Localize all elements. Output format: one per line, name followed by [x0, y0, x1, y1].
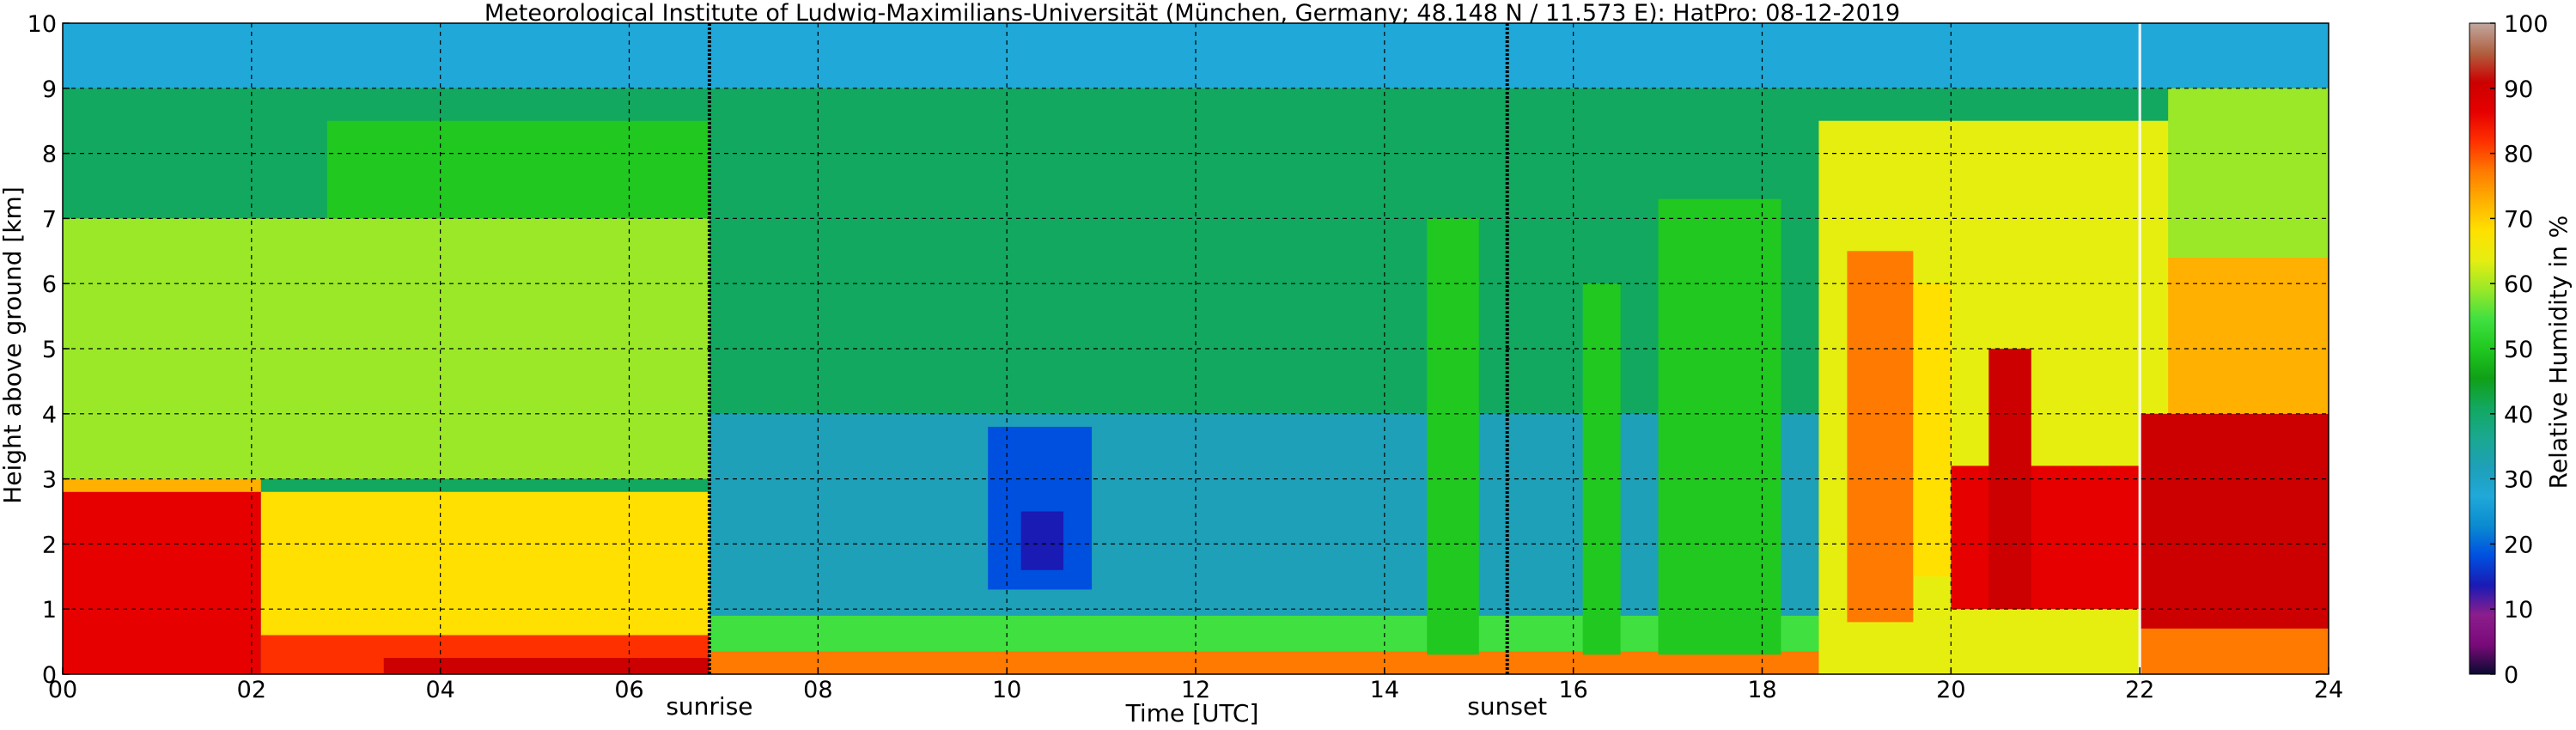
- y-tick-label-2: 2: [42, 532, 57, 558]
- colorbar-tick-label-0: 0: [2504, 662, 2518, 689]
- x-tick-label-3: 06: [614, 677, 643, 703]
- annotation-label-1: sunset: [1467, 692, 1547, 721]
- x-tick-label-2: 04: [425, 677, 454, 703]
- heat-cell-2: [63, 218, 709, 479]
- y-tick-label-5: 5: [42, 337, 57, 363]
- x-axis-label: Time [UTC]: [1125, 699, 1259, 727]
- heat-cell-0: [63, 491, 261, 674]
- heat-cell-5: [326, 120, 709, 219]
- x-tick-label-6: 12: [1181, 677, 1210, 703]
- heat-cell-4: [260, 491, 709, 636]
- colorbar-tick-label-5: 50: [2504, 337, 2533, 363]
- heat-cell-14: [1658, 198, 1781, 655]
- x-tick-label-9: 18: [1747, 677, 1776, 703]
- colorbar-tick-label-3: 30: [2504, 467, 2533, 494]
- x-tick-label-11: 22: [2125, 677, 2154, 703]
- colorbar-tick-label-7: 70: [2504, 206, 2533, 233]
- y-tick-label-8: 8: [42, 142, 57, 168]
- colorbar-tick-label-10: 100: [2504, 11, 2549, 38]
- y-tick-label-6: 6: [42, 271, 57, 298]
- x-tick-label-0: 00: [48, 677, 77, 703]
- heat-cell-21: [2168, 257, 2329, 414]
- annotation-label-0: sunrise: [666, 692, 752, 721]
- heat-cell-9: [709, 413, 1819, 616]
- y-tick-label-4: 4: [42, 402, 57, 429]
- chart-title: Meteorological Institute of Ludwig-Maxim…: [484, 0, 1900, 27]
- heat-cell-12: [1427, 218, 1479, 655]
- y-axis-ticks: 0 1 2 3 4 5 6 7 8 9 10: [27, 11, 70, 689]
- colorbar-tick-label-8: 80: [2504, 142, 2533, 168]
- y-tick-label-9: 9: [42, 76, 57, 103]
- colorbar-tick-label-9: 90: [2504, 76, 2533, 103]
- y-tick-label-3: 3: [42, 467, 57, 494]
- y-tick-label-10: 10: [27, 11, 57, 38]
- x-tick-label-8: 16: [1558, 677, 1587, 703]
- heat-cell-11: [1020, 511, 1064, 570]
- heat-cell-13: [1582, 283, 1621, 655]
- x-tick-label-4: 08: [803, 677, 832, 703]
- colorbar-ticks: 0 10 20 30 40 50 60 70 80 90 100: [2490, 11, 2549, 689]
- x-axis-ticks: 00 02 04 06 08 10 12 14 16 18 20 22 24: [48, 667, 2343, 703]
- sun-annotations: sunrise sunset: [666, 692, 1547, 721]
- x-tick-label-5: 10: [992, 677, 1021, 703]
- colorbar-tick-label-6: 60: [2504, 271, 2533, 298]
- y-axis-label: Height above ground [km]: [0, 186, 27, 504]
- heat-cell-20: [2140, 413, 2329, 629]
- time-markers: [707, 23, 2141, 674]
- heat-cell-6: [383, 658, 709, 674]
- y-tick-label-1: 1: [42, 597, 57, 624]
- colorbar-label: Relative Humidity in %: [2544, 216, 2573, 490]
- heat-cell-18: [1951, 465, 2141, 610]
- y-tick-label-7: 7: [42, 206, 57, 233]
- colorbar-tick-label-2: 20: [2504, 532, 2533, 558]
- x-tick-label-12: 24: [2314, 677, 2343, 703]
- humidity-heatmap: [63, 23, 2329, 674]
- x-tick-label-1: 02: [237, 677, 266, 703]
- heat-cell-7: [709, 651, 1819, 674]
- y-tick-label-0: 0: [42, 662, 57, 689]
- heat-cell-22: [2168, 88, 2329, 258]
- heat-cell-23: [2140, 628, 2329, 674]
- colorbar-tick-label-1: 10: [2504, 597, 2533, 624]
- heat-cell-16: [1847, 251, 1914, 623]
- x-tick-label-7: 14: [1370, 677, 1399, 703]
- x-tick-label-10: 20: [1936, 677, 1965, 703]
- colorbar-tick-label-4: 40: [2504, 402, 2533, 429]
- heat-cell-8: [709, 615, 1819, 652]
- heat-cell-17: [1913, 283, 1952, 577]
